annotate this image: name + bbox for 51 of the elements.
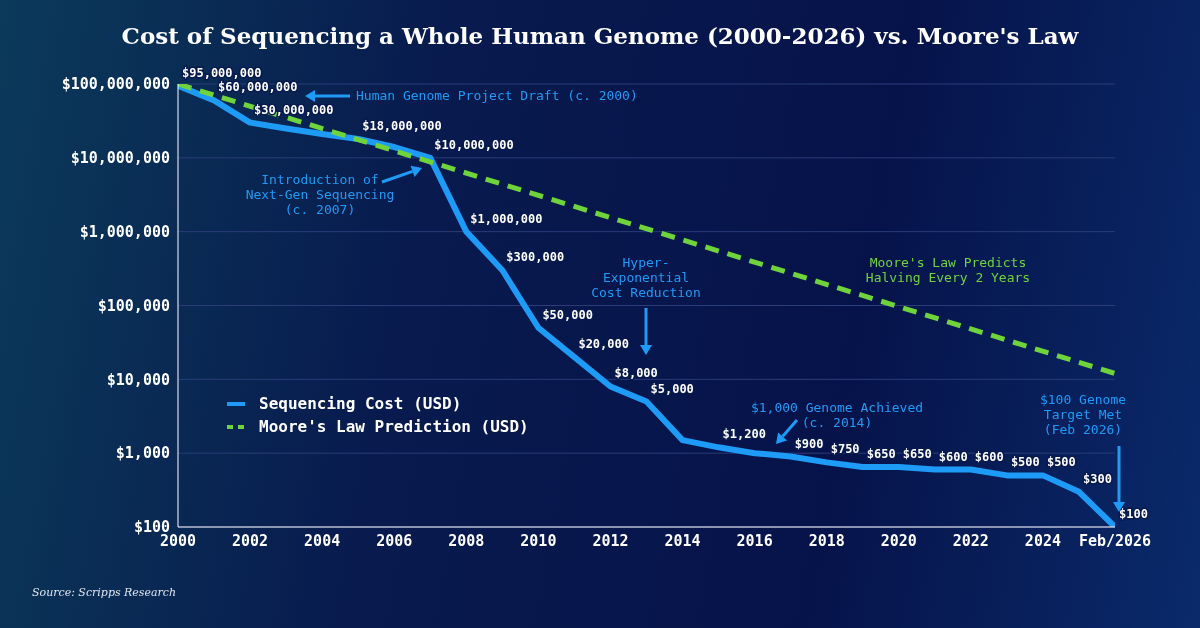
data-label: $60,000,000 xyxy=(218,80,298,95)
y-tick-label: $10,000,000 xyxy=(70,149,170,168)
data-label: $95,000,000 xyxy=(182,65,262,80)
data-label: $50,000 xyxy=(542,307,593,322)
legend-label: Moore's Law Prediction (USD) xyxy=(259,417,529,436)
data-label: $1,000,000 xyxy=(470,211,543,226)
y-tick-label: $100,000 xyxy=(97,296,170,315)
data-label: $300,000 xyxy=(506,250,565,265)
x-tick-label: 2012 xyxy=(592,531,629,550)
y-tick-label: $10,000 xyxy=(106,370,170,389)
x-tick-label: 2020 xyxy=(880,531,917,550)
data-label: $100 xyxy=(1119,507,1148,521)
y-tick-label: $1,000,000 xyxy=(79,222,170,241)
y-tick-label: $1,000 xyxy=(115,444,170,463)
annotation: Introduction of Next-Gen Sequencing (c. 2007) xyxy=(245,172,395,217)
data-label: $750 xyxy=(830,442,860,457)
source-note: Source: Scripps Research xyxy=(32,586,177,599)
x-tick-label: 2010 xyxy=(520,531,557,550)
data-label: $600 xyxy=(974,449,1004,464)
x-tick-label: 2016 xyxy=(736,531,773,550)
data-label: $10,000,000 xyxy=(434,137,514,152)
x-tick-label: 2022 xyxy=(952,531,989,550)
x-tick-label: 2002 xyxy=(232,531,269,550)
x-tick-label: 2006 xyxy=(376,531,413,550)
annotation: Hyper- Exponential Cost Reduction xyxy=(591,255,701,300)
legend-label: Sequencing Cost (USD) xyxy=(259,394,462,413)
data-label: $900 xyxy=(794,436,824,451)
x-tick-label: 2024 xyxy=(1024,531,1061,550)
annotation: Moore's Law Predicts Halving Every 2 Years xyxy=(865,255,1031,285)
x-tick-label: 2004 xyxy=(304,531,341,550)
annotation: Human Genome Project Draft (c. 2000) xyxy=(356,88,638,103)
data-label: $500 xyxy=(1046,455,1076,470)
annotation: $1,000 Genome Achieved (c. 2014) xyxy=(750,400,924,430)
x-tick-label: 2014 xyxy=(664,531,701,550)
y-tick-label: $100,000,000 xyxy=(61,75,170,94)
data-label: $300 xyxy=(1082,471,1112,486)
data-label: $650 xyxy=(902,446,932,461)
chart-title: Cost of Sequencing a Whole Human Genome (2000-2026) vs. Moore's Law xyxy=(120,22,1080,49)
x-tick-label: 2008 xyxy=(448,531,485,550)
x-tick-label: 2018 xyxy=(808,531,845,550)
data-label: $8,000 xyxy=(614,366,658,381)
x-tick-label: Feb/2026 xyxy=(1078,531,1152,550)
data-label: $20,000 xyxy=(578,337,629,352)
annotation: $100 Genome Target Met (Feb 2026) xyxy=(1039,392,1127,437)
data-label: $18,000,000 xyxy=(362,118,442,133)
data-label: $650 xyxy=(866,446,896,461)
data-label: $1,200 xyxy=(722,427,766,442)
data-label: $5,000 xyxy=(650,381,694,396)
x-tick-label: 2000 xyxy=(159,531,197,550)
data-label: $600 xyxy=(938,449,968,464)
data-label: $500 xyxy=(1010,455,1040,470)
